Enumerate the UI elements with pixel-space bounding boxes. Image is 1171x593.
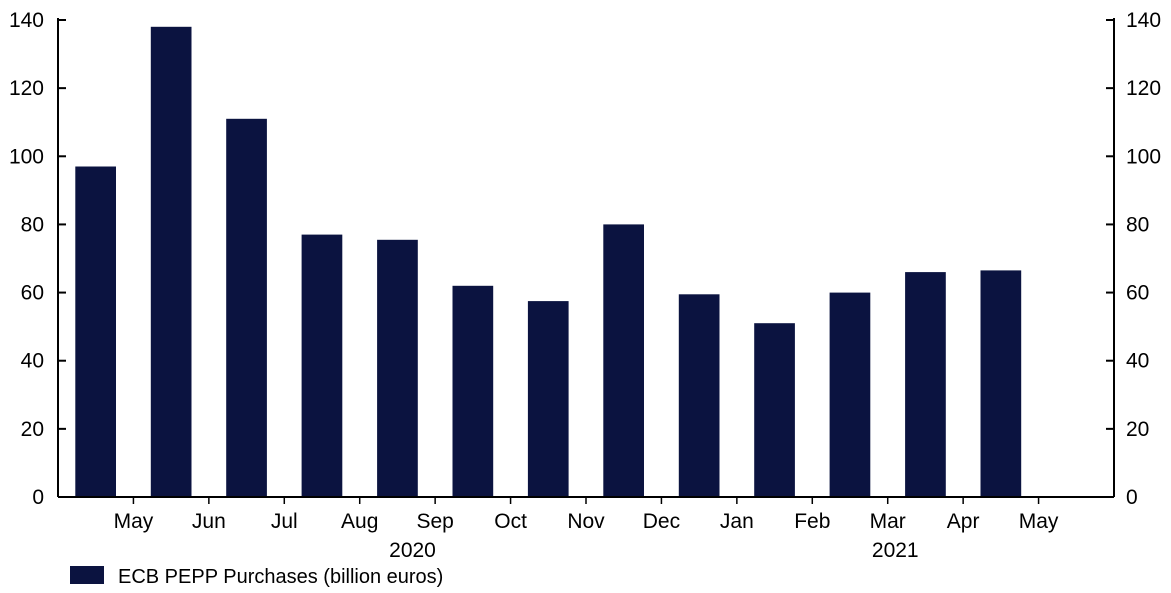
y-tick-label-left: 0 [32, 486, 44, 509]
legend: ECB PEPP Purchases (billion euros) [70, 566, 443, 588]
year-label: 2021 [872, 539, 919, 562]
year-label: 2020 [389, 539, 436, 562]
x-tick-label: Jul [271, 510, 298, 533]
x-tick-label: Jun [192, 510, 226, 533]
bar [603, 224, 644, 497]
y-tick-label-left: 120 [9, 77, 44, 100]
bar [527, 301, 569, 497]
bars-group [75, 26, 1022, 498]
x-tick-label: Feb [794, 510, 830, 533]
x-tick-label: Oct [494, 510, 527, 533]
y-tick-label-left: 40 [21, 350, 44, 373]
bar [226, 118, 267, 498]
y-tick-label-left: 60 [21, 282, 44, 305]
x-tick-label: Aug [341, 510, 378, 533]
y-tick-label-right: 100 [1126, 145, 1161, 168]
y-tick-label-right: 20 [1126, 418, 1149, 441]
y-tick-label-right: 120 [1126, 77, 1161, 100]
y-tick-label-left: 100 [9, 145, 44, 168]
y-tick-label-left: 80 [21, 213, 44, 236]
x-tick-label: Sep [416, 510, 453, 533]
y-tick-label-left: 20 [21, 418, 44, 441]
legend-label: ECB PEPP Purchases (billion euros) [118, 566, 443, 588]
y-tick-label-right: 140 [1126, 9, 1161, 32]
y-tick-label-right: 0 [1126, 486, 1138, 509]
bar [754, 323, 795, 497]
bar [75, 166, 116, 497]
x-tick-label: May [114, 510, 154, 533]
x-tick-label: May [1019, 510, 1059, 533]
bar [150, 26, 192, 498]
bar [452, 285, 494, 497]
bar [678, 294, 720, 497]
x-tick-label: Apr [947, 510, 980, 533]
x-tick-label: Dec [643, 510, 680, 533]
legend-swatch [70, 566, 104, 584]
y-tick-label-right: 60 [1126, 282, 1149, 305]
y-tick-label-right: 80 [1126, 213, 1149, 236]
x-tick-label: Jan [720, 510, 754, 533]
bar [301, 234, 343, 497]
y-tick-label-right: 40 [1126, 350, 1149, 373]
bar [829, 292, 871, 497]
x-tick-label: Mar [870, 510, 906, 533]
bar [980, 270, 1022, 497]
axes-group [57, 18, 1115, 498]
x-tick-label: Nov [567, 510, 605, 533]
bar [905, 272, 946, 497]
bar [377, 239, 418, 498]
y-tick-label-left: 140 [9, 9, 44, 32]
